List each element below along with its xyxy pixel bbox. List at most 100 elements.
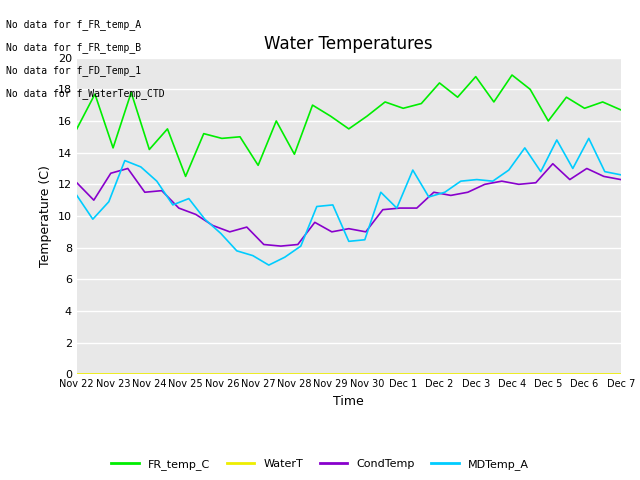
WaterT — [399, 372, 407, 377]
MDTemp_A — [153, 178, 161, 184]
MDTemp_A — [585, 135, 593, 141]
CondTemp — [600, 174, 607, 180]
FR_temp_C — [617, 107, 625, 113]
WaterT — [73, 372, 81, 377]
WaterT — [454, 372, 461, 377]
CondTemp — [158, 188, 166, 193]
CondTemp — [209, 223, 216, 228]
MDTemp_A — [473, 177, 481, 182]
X-axis label: Time: Time — [333, 395, 364, 408]
WaterT — [327, 372, 335, 377]
MDTemp_A — [569, 166, 577, 171]
MDTemp_A — [361, 237, 369, 243]
WaterT — [526, 372, 534, 377]
FR_temp_C — [200, 131, 207, 136]
FR_temp_C — [454, 95, 461, 100]
WaterT — [164, 372, 172, 377]
CondTemp — [90, 197, 98, 203]
MDTemp_A — [505, 167, 513, 173]
CondTemp — [617, 177, 625, 182]
CondTemp — [243, 224, 251, 230]
Line: MDTemp_A: MDTemp_A — [77, 138, 621, 265]
WaterT — [291, 372, 298, 377]
CondTemp — [464, 190, 472, 195]
FR_temp_C — [417, 101, 425, 107]
Text: No data for f_WaterTemp_CTD: No data for f_WaterTemp_CTD — [6, 88, 165, 99]
CondTemp — [328, 229, 335, 235]
FR_temp_C — [218, 135, 226, 141]
FR_temp_C — [599, 99, 607, 105]
MDTemp_A — [441, 190, 449, 195]
FR_temp_C — [254, 162, 262, 168]
FR_temp_C — [472, 74, 479, 80]
CondTemp — [481, 181, 489, 187]
MDTemp_A — [249, 252, 257, 258]
WaterT — [363, 372, 371, 377]
WaterT — [563, 372, 570, 377]
FR_temp_C — [327, 113, 335, 119]
FR_temp_C — [580, 106, 588, 111]
Text: No data for f_FD_Temp_1: No data for f_FD_Temp_1 — [6, 65, 141, 76]
CondTemp — [124, 166, 132, 171]
WaterT — [236, 372, 244, 377]
FR_temp_C — [508, 72, 516, 78]
FR_temp_C — [182, 174, 189, 180]
WaterT — [218, 372, 226, 377]
WaterT — [127, 372, 135, 377]
CondTemp — [311, 219, 319, 225]
WaterT — [436, 372, 444, 377]
WaterT — [545, 372, 552, 377]
CondTemp — [192, 212, 200, 217]
MDTemp_A — [89, 216, 97, 222]
MDTemp_A — [457, 178, 465, 184]
FR_temp_C — [273, 118, 280, 124]
WaterT — [381, 372, 389, 377]
CondTemp — [175, 205, 182, 211]
FR_temp_C — [490, 99, 498, 105]
FR_temp_C — [436, 80, 444, 86]
CondTemp — [107, 170, 115, 176]
WaterT — [91, 372, 99, 377]
WaterT — [490, 372, 498, 377]
CondTemp — [141, 190, 148, 195]
CondTemp — [430, 190, 438, 195]
CondTemp — [226, 229, 234, 235]
FR_temp_C — [381, 99, 389, 105]
CondTemp — [532, 180, 540, 186]
FR_temp_C — [145, 146, 153, 152]
MDTemp_A — [313, 204, 321, 209]
CondTemp — [277, 243, 285, 249]
MDTemp_A — [185, 196, 193, 202]
CondTemp — [362, 229, 370, 235]
FR_temp_C — [91, 91, 99, 97]
Line: CondTemp: CondTemp — [77, 164, 621, 246]
FR_temp_C — [399, 106, 407, 111]
FR_temp_C — [127, 90, 135, 96]
CondTemp — [515, 181, 523, 187]
Line: FR_temp_C: FR_temp_C — [77, 75, 621, 177]
FR_temp_C — [164, 126, 172, 132]
WaterT — [145, 372, 153, 377]
FR_temp_C — [526, 86, 534, 92]
Text: No data for f_FR_temp_B: No data for f_FR_temp_B — [6, 42, 141, 53]
CondTemp — [413, 205, 420, 211]
CondTemp — [379, 207, 387, 213]
CondTemp — [566, 177, 573, 182]
WaterT — [254, 372, 262, 377]
MDTemp_A — [137, 164, 145, 170]
MDTemp_A — [377, 190, 385, 195]
FR_temp_C — [291, 151, 298, 157]
FR_temp_C — [545, 118, 552, 124]
WaterT — [617, 372, 625, 377]
MDTemp_A — [521, 145, 529, 151]
WaterT — [472, 372, 479, 377]
MDTemp_A — [297, 243, 305, 249]
Y-axis label: Temperature (C): Temperature (C) — [39, 165, 52, 267]
MDTemp_A — [553, 137, 561, 143]
MDTemp_A — [537, 169, 545, 175]
MDTemp_A — [617, 172, 625, 178]
WaterT — [345, 372, 353, 377]
FR_temp_C — [563, 95, 570, 100]
CondTemp — [549, 161, 557, 167]
CondTemp — [260, 241, 268, 247]
